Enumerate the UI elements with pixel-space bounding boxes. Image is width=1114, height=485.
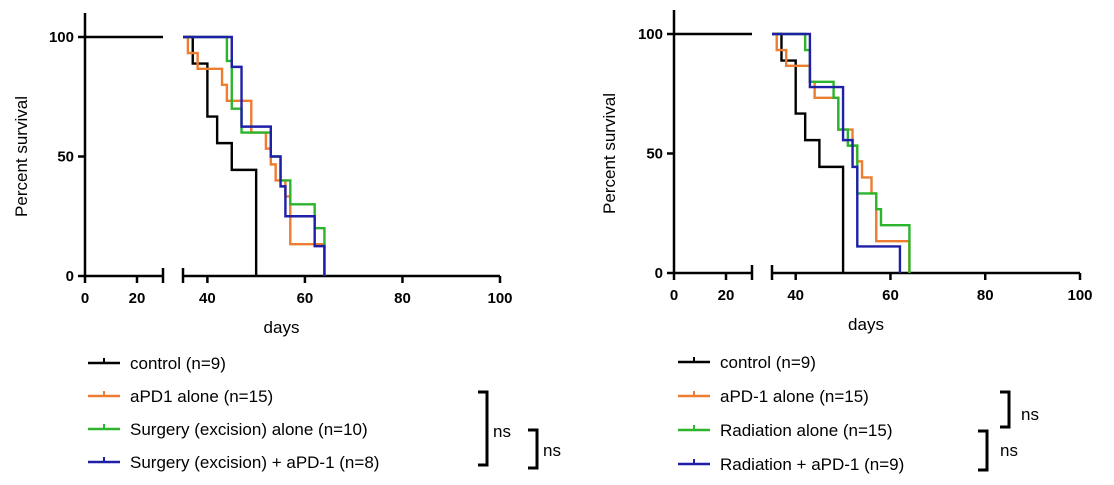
significance-label: ns [543, 441, 561, 460]
survival-chart-left: 0 50 100 Percent survival 0 20 40 60 80 100 days co… [12, 13, 561, 472]
significance-label: ns [1021, 405, 1039, 424]
legend-label-control-n-9: control (n=9) [720, 353, 816, 372]
x-tick-label: 80 [977, 287, 994, 304]
significance-bracket [978, 429, 989, 472]
survival-curve-surgery-excision-apd-1-n-8 [183, 35, 326, 276]
x-tick-label: 20 [129, 290, 146, 307]
y-axis-label: Percent survival [12, 96, 31, 217]
x-tick-label: 100 [1067, 287, 1092, 304]
survival-curve-radiation-alone-n-15 [772, 32, 911, 273]
x-axis-label: days [264, 318, 300, 337]
legend-label-apd1-alone-n-15: aPD1 alone (n=15) [130, 387, 273, 406]
survival-chart-right: 0 50 100 Percent survival 0 20 40 60 80 100 days co… [600, 10, 1093, 474]
x-tick-label: 60 [882, 287, 899, 304]
significance-label: ns [1000, 441, 1018, 460]
significance-bracket [1000, 390, 1011, 429]
y-axis-label: Percent survival [600, 93, 619, 214]
x-tick-label: 40 [199, 290, 216, 307]
survival-curve-apd-1-alone-n-15 [772, 32, 911, 273]
y-tick-label: 100 [49, 29, 74, 46]
legend-label-surgery-excision-apd-1-n-8: Surgery (excision) + aPD-1 (n=8) [130, 453, 379, 472]
significance-bracket [478, 390, 489, 467]
y-tick-label: 50 [57, 149, 74, 166]
legend-label-apd-1-alone-n-15: aPD-1 alone (n=15) [720, 387, 869, 406]
survival-curve-surgery-excision-alone-n-10 [183, 35, 326, 276]
x-tick-label: 40 [787, 287, 804, 304]
survival-curve-control-n-9 [85, 35, 258, 276]
legend-label-surgery-excision-alone-n-10: Surgery (excision) alone (n=10) [130, 420, 368, 439]
x-tick-label: 0 [670, 287, 678, 304]
significance-bracket [528, 428, 539, 470]
y-tick-label: 50 [646, 146, 663, 163]
legend-label-radiation-apd-1-n-9: Radiation + aPD-1 (n=9) [720, 455, 904, 474]
survival-curve-radiation-apd-1-n-9 [772, 32, 902, 273]
survival-curve-apd1-alone-n-15 [183, 35, 326, 276]
y-tick-label: 0 [66, 268, 74, 285]
survival-curve-control-n-9 [674, 32, 845, 273]
x-tick-label: 100 [487, 290, 512, 307]
legend-label-control-n-9: control (n=9) [130, 354, 226, 373]
significance-label: ns [493, 422, 511, 441]
x-axis-label: days [848, 315, 884, 334]
y-tick-label: 0 [655, 265, 663, 282]
x-tick-label: 0 [81, 290, 89, 307]
y-tick-label: 100 [638, 26, 663, 43]
x-tick-label: 20 [718, 287, 735, 304]
x-tick-label: 80 [394, 290, 411, 307]
x-tick-label: 60 [297, 290, 314, 307]
legend-label-radiation-alone-n-15: Radiation alone (n=15) [720, 421, 892, 440]
